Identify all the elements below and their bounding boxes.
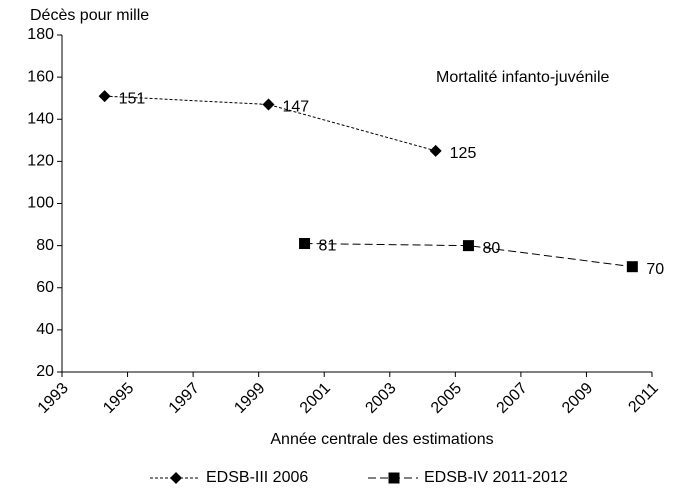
y-tick-label: 140: [27, 110, 54, 127]
marker: [388, 472, 400, 484]
marker: [626, 261, 638, 273]
legend-label: EDSB-III 2006: [206, 469, 308, 486]
marker: [262, 98, 275, 111]
x-tick-label: 2003: [362, 380, 399, 417]
y-tick-label: 120: [27, 153, 54, 170]
marker: [429, 144, 442, 157]
legend-label: EDSB-IV 2011-2012: [424, 469, 568, 486]
data-label: 147: [283, 99, 310, 116]
y-tick-label: 80: [36, 237, 54, 254]
y-tick-label: 20: [36, 363, 54, 380]
x-tick-label: 2001: [297, 380, 334, 417]
y-tick-label: 40: [36, 321, 54, 338]
x-tick-label: 2011: [625, 380, 661, 416]
data-label: 151: [119, 90, 146, 107]
y-tick-label: 160: [27, 68, 54, 85]
marker: [170, 472, 182, 484]
y-tick-label: 180: [27, 26, 54, 43]
y-tick-label: 60: [36, 279, 54, 296]
marker: [462, 240, 474, 252]
data-label: 125: [450, 145, 477, 162]
x-tick-label: 2007: [494, 380, 531, 417]
annotation: Mortalité infanto-juvénile: [436, 69, 610, 86]
x-tick-label: 1999: [231, 380, 268, 417]
x-tick-label: 1997: [166, 380, 203, 417]
x-tick-label: 2005: [428, 380, 465, 417]
y-tick-label: 100: [27, 195, 54, 212]
data-label: 70: [646, 261, 664, 278]
x-axis-label: Année centrale des estimations: [270, 431, 493, 448]
data-label: 81: [319, 238, 337, 255]
y-axis-label: Décès pour mille: [30, 7, 149, 24]
x-tick-label: 1995: [100, 380, 137, 417]
x-tick-label: 2009: [559, 380, 596, 417]
marker: [98, 90, 111, 103]
x-tick-label: 1993: [35, 380, 72, 417]
marker: [299, 238, 311, 250]
data-label: 80: [482, 240, 500, 257]
